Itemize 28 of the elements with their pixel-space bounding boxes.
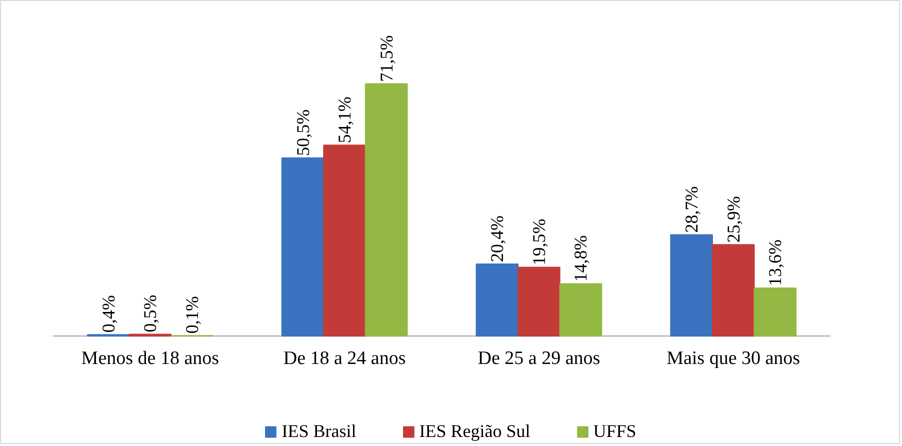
- data-label: 50,5%: [292, 109, 313, 156]
- bar: [559, 283, 602, 337]
- data-label: 0,5%: [140, 294, 160, 332]
- data-label: 71,5%: [376, 35, 396, 82]
- bar: [476, 264, 519, 337]
- x-tick-label: De 25 a 29 anos: [478, 348, 600, 370]
- bar: [364, 83, 408, 337]
- bar: [670, 234, 713, 337]
- bar: [518, 266, 560, 337]
- data-label: 19,5%: [528, 218, 549, 266]
- bar: [323, 144, 366, 337]
- legend-label: IES Brasil: [282, 421, 356, 442]
- legend-label: IES Região Sul: [419, 421, 530, 442]
- data-label: 0,4%: [98, 295, 118, 333]
- bar: [281, 157, 324, 337]
- bar: [754, 288, 797, 337]
- data-label: 13,6%: [765, 240, 786, 286]
- data-label: 14,8%: [570, 235, 591, 282]
- x-tick-label: De 18 a 24 anos: [283, 348, 406, 370]
- x-tick-label: Mais que 30 anos: [666, 348, 800, 370]
- data-label: 28,7%: [682, 186, 702, 233]
- data-label: 25,9%: [723, 196, 744, 243]
- data-label: 20,4%: [487, 216, 508, 262]
- x-tick-label: Menos de 18 anos: [81, 348, 220, 370]
- bar: [712, 244, 755, 337]
- legend-label: UFFS: [593, 421, 636, 442]
- data-label: 0,1%: [182, 296, 202, 334]
- data-label: 54,1%: [334, 96, 355, 144]
